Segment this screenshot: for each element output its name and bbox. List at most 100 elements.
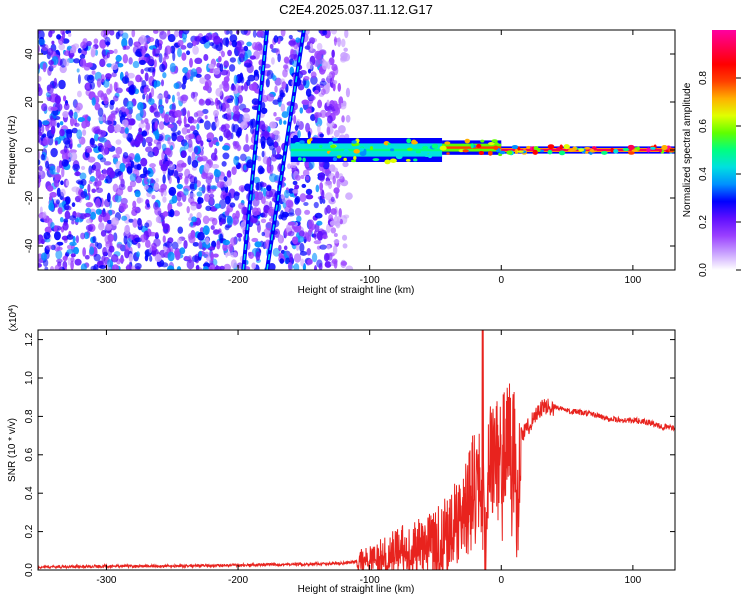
noise-speck	[205, 229, 209, 236]
noise-speck	[299, 242, 305, 253]
band-speck	[547, 144, 555, 150]
noise-speck	[342, 161, 349, 168]
noise-speck	[211, 164, 220, 169]
noise-speck	[345, 87, 351, 98]
noise-speck	[270, 154, 278, 162]
noise-speck	[226, 170, 232, 179]
noise-speck	[322, 234, 328, 240]
spectrogram-y-tick: 40	[24, 48, 35, 60]
noise-speck	[197, 196, 202, 205]
noise-speck	[279, 89, 284, 100]
noise-speck	[265, 194, 271, 199]
noise-speck	[67, 257, 72, 266]
noise-speck	[114, 124, 122, 133]
noise-speck	[106, 88, 111, 95]
noise-speck	[278, 233, 283, 244]
noise-speck	[150, 103, 157, 111]
noise-speck	[272, 247, 281, 257]
noise-speck	[54, 140, 58, 146]
noise-speck	[214, 203, 221, 209]
noise-speck	[140, 157, 148, 167]
noise-speck	[42, 136, 51, 146]
noise-speck	[194, 35, 202, 42]
noise-speck	[212, 68, 221, 75]
noise-speck	[159, 105, 164, 114]
band-speck	[493, 141, 499, 147]
noise-speck	[143, 86, 148, 96]
band-speck	[462, 149, 469, 153]
noise-speck	[103, 96, 109, 105]
noise-speck	[62, 111, 69, 118]
noise-speck	[213, 109, 220, 117]
noise-speck	[243, 45, 249, 52]
noise-speck	[62, 255, 68, 262]
noise-speck	[216, 240, 221, 250]
noise-speck	[324, 207, 328, 216]
band-speck	[572, 146, 577, 152]
noise-speck	[155, 216, 162, 224]
noise-speck	[343, 47, 348, 52]
colorbar-tick: 0.2	[698, 215, 709, 229]
noise-speck	[145, 122, 151, 131]
noise-speck	[177, 226, 184, 234]
noise-speck	[61, 167, 65, 178]
noise-speck	[58, 79, 66, 90]
noise-speck	[145, 136, 153, 144]
noise-speck	[184, 176, 189, 185]
band-speck	[547, 149, 553, 155]
noise-speck	[177, 39, 184, 47]
band-speck	[658, 149, 663, 153]
noise-speck	[330, 227, 337, 234]
spectrogram-y-ticks: -40 -20 0 20 40	[24, 48, 675, 253]
noise-speck	[225, 37, 230, 48]
band-speck	[384, 159, 391, 165]
noise-speck	[213, 35, 221, 45]
noise-speck	[258, 120, 266, 130]
band-speck	[470, 143, 474, 149]
noise-speck	[280, 30, 286, 37]
noise-speck	[95, 187, 104, 194]
noise-speck	[41, 120, 50, 126]
noise-speck	[299, 107, 304, 114]
noise-speck	[50, 30, 55, 34]
noise-speck	[233, 74, 238, 85]
noise-speck	[142, 93, 146, 100]
noise-speck	[86, 40, 92, 47]
noise-speck	[333, 80, 338, 85]
noise-speck	[121, 32, 129, 40]
noise-speck	[136, 197, 144, 204]
noise-speck	[131, 265, 136, 270]
noise-speck	[261, 231, 265, 237]
band-speck	[514, 148, 519, 154]
noise-speck	[182, 107, 187, 117]
noise-speck	[220, 218, 226, 225]
noise-speck	[122, 53, 129, 64]
noise-speck	[271, 57, 275, 65]
noise-speck	[70, 151, 78, 162]
snr-y-tick: 0.8	[24, 409, 35, 423]
band-speck	[297, 157, 302, 161]
noise-speck	[222, 152, 230, 160]
band-speck	[539, 149, 545, 153]
noise-speck	[115, 146, 123, 155]
band-speck	[636, 146, 640, 151]
snr-x-tick: -300	[96, 575, 116, 586]
noise-speck	[317, 123, 321, 134]
noise-speck	[342, 243, 348, 249]
noise-speck	[69, 215, 77, 221]
noise-speck	[152, 250, 157, 257]
noise-speck	[210, 251, 214, 262]
noise-speck	[87, 116, 91, 122]
noise-speck	[203, 193, 211, 203]
noise-speck	[246, 79, 251, 86]
noise-speck	[242, 107, 251, 113]
noise-speck	[130, 140, 137, 146]
noise-speck	[76, 68, 80, 73]
noise-speck	[217, 55, 222, 63]
noise-speck	[224, 210, 230, 217]
noise-speck	[305, 175, 310, 181]
noise-speck	[277, 97, 282, 103]
noise-speck	[266, 157, 271, 167]
noise-speck	[332, 175, 336, 185]
